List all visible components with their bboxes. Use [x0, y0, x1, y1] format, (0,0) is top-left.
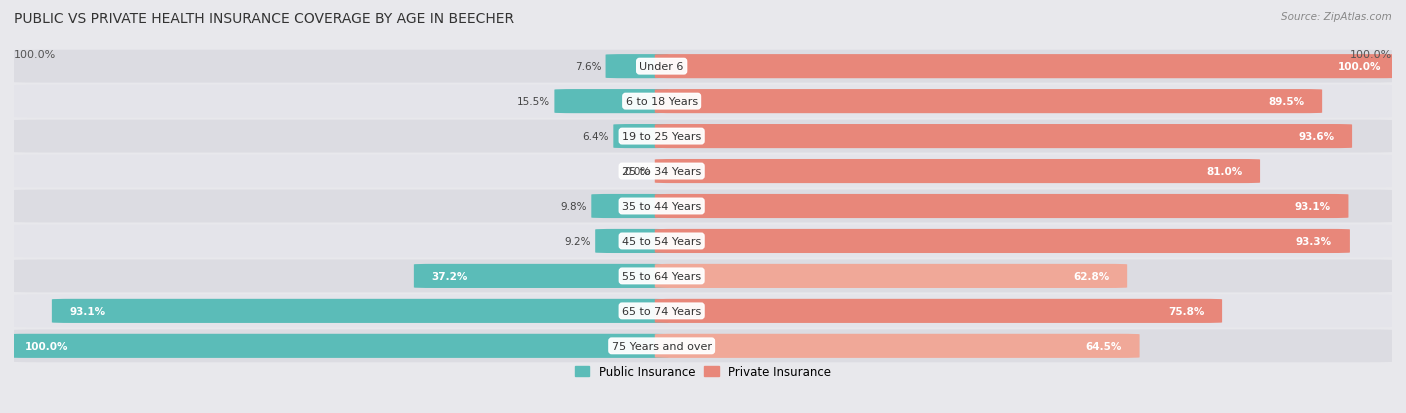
FancyBboxPatch shape: [655, 264, 1128, 288]
FancyBboxPatch shape: [592, 195, 669, 218]
Text: 45 to 54 Years: 45 to 54 Years: [621, 236, 702, 247]
FancyBboxPatch shape: [7, 155, 1399, 188]
FancyBboxPatch shape: [655, 159, 1260, 184]
FancyBboxPatch shape: [7, 120, 1399, 153]
Text: 100.0%: 100.0%: [1350, 50, 1392, 59]
Text: 9.2%: 9.2%: [565, 236, 591, 247]
FancyBboxPatch shape: [554, 90, 669, 114]
FancyBboxPatch shape: [655, 55, 1399, 79]
Text: 55 to 64 Years: 55 to 64 Years: [621, 271, 702, 281]
Text: 7.6%: 7.6%: [575, 62, 602, 72]
FancyBboxPatch shape: [7, 190, 1399, 223]
FancyBboxPatch shape: [655, 125, 1353, 149]
Legend: Public Insurance, Private Insurance: Public Insurance, Private Insurance: [571, 360, 835, 383]
Text: 93.1%: 93.1%: [1295, 202, 1330, 211]
Text: PUBLIC VS PRIVATE HEALTH INSURANCE COVERAGE BY AGE IN BEECHER: PUBLIC VS PRIVATE HEALTH INSURANCE COVER…: [14, 12, 515, 26]
FancyBboxPatch shape: [7, 295, 1399, 328]
FancyBboxPatch shape: [595, 229, 669, 254]
FancyBboxPatch shape: [7, 225, 1399, 258]
Text: 64.5%: 64.5%: [1085, 341, 1122, 351]
FancyBboxPatch shape: [655, 334, 1140, 358]
Text: 6 to 18 Years: 6 to 18 Years: [626, 97, 697, 107]
FancyBboxPatch shape: [7, 330, 1399, 362]
Text: 15.5%: 15.5%: [517, 97, 550, 107]
FancyBboxPatch shape: [613, 125, 669, 149]
Text: 62.8%: 62.8%: [1073, 271, 1109, 281]
FancyBboxPatch shape: [655, 195, 1348, 218]
FancyBboxPatch shape: [413, 264, 669, 288]
Text: 100.0%: 100.0%: [14, 50, 56, 59]
FancyBboxPatch shape: [655, 299, 1222, 323]
Text: Source: ZipAtlas.com: Source: ZipAtlas.com: [1281, 12, 1392, 22]
FancyBboxPatch shape: [7, 260, 1399, 293]
Text: 35 to 44 Years: 35 to 44 Years: [621, 202, 702, 211]
Text: 100.0%: 100.0%: [25, 341, 69, 351]
FancyBboxPatch shape: [606, 55, 669, 79]
Text: 19 to 25 Years: 19 to 25 Years: [621, 132, 702, 142]
Text: 9.8%: 9.8%: [561, 202, 588, 211]
Text: 100.0%: 100.0%: [1337, 62, 1381, 72]
FancyBboxPatch shape: [7, 51, 1399, 83]
Text: 81.0%: 81.0%: [1206, 166, 1241, 177]
FancyBboxPatch shape: [7, 334, 669, 358]
Text: 93.3%: 93.3%: [1296, 236, 1331, 247]
FancyBboxPatch shape: [52, 299, 669, 323]
Text: 93.1%: 93.1%: [70, 306, 105, 316]
Text: 75 Years and over: 75 Years and over: [612, 341, 711, 351]
FancyBboxPatch shape: [7, 85, 1399, 118]
Text: 93.6%: 93.6%: [1298, 132, 1334, 142]
Text: 25 to 34 Years: 25 to 34 Years: [621, 166, 702, 177]
Text: 6.4%: 6.4%: [582, 132, 609, 142]
Text: 37.2%: 37.2%: [432, 271, 468, 281]
Text: 65 to 74 Years: 65 to 74 Years: [621, 306, 702, 316]
Text: Under 6: Under 6: [640, 62, 683, 72]
FancyBboxPatch shape: [655, 229, 1350, 254]
FancyBboxPatch shape: [655, 90, 1322, 114]
Text: 89.5%: 89.5%: [1268, 97, 1305, 107]
Text: 0.0%: 0.0%: [624, 166, 651, 177]
Text: 75.8%: 75.8%: [1168, 306, 1204, 316]
